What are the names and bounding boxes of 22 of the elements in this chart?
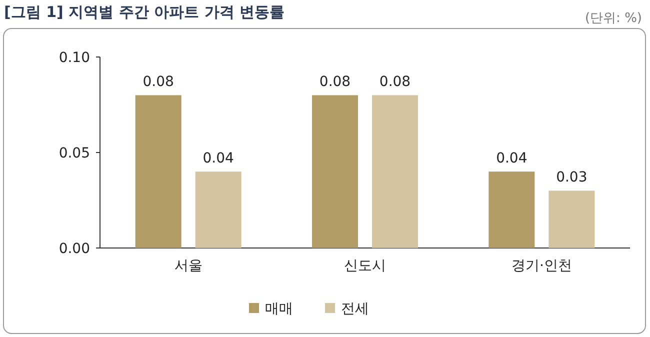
chart-title: [그림 1] 지역별 주간 아파트 가격 변동률 [4, 3, 284, 21]
data-label: 0.03 [556, 170, 588, 186]
bar [195, 172, 242, 248]
y-tick-label: 0.10 [58, 50, 90, 66]
text: (단위: %) [584, 11, 642, 26]
data-label: 0.04 [496, 150, 528, 167]
data-label: 0.08 [379, 74, 411, 90]
bar [372, 95, 418, 248]
x-tick-label: 신도시 [344, 258, 386, 274]
data-label: 0.08 [319, 74, 351, 90]
data-label: 0.08 [142, 74, 174, 90]
legend-label: 매매 [265, 301, 293, 317]
legend-label: 전세 [341, 301, 369, 317]
y-tick-label: 0.05 [58, 146, 90, 162]
bar [135, 95, 182, 248]
x-tick-label: 서울 [174, 258, 202, 274]
y-tick-label: 0.00 [58, 241, 90, 257]
data-label: 0.04 [202, 150, 234, 167]
bar [548, 190, 595, 248]
bar [488, 172, 535, 248]
x-tick-label: 경기·인천 [511, 258, 572, 274]
bar [312, 95, 358, 248]
